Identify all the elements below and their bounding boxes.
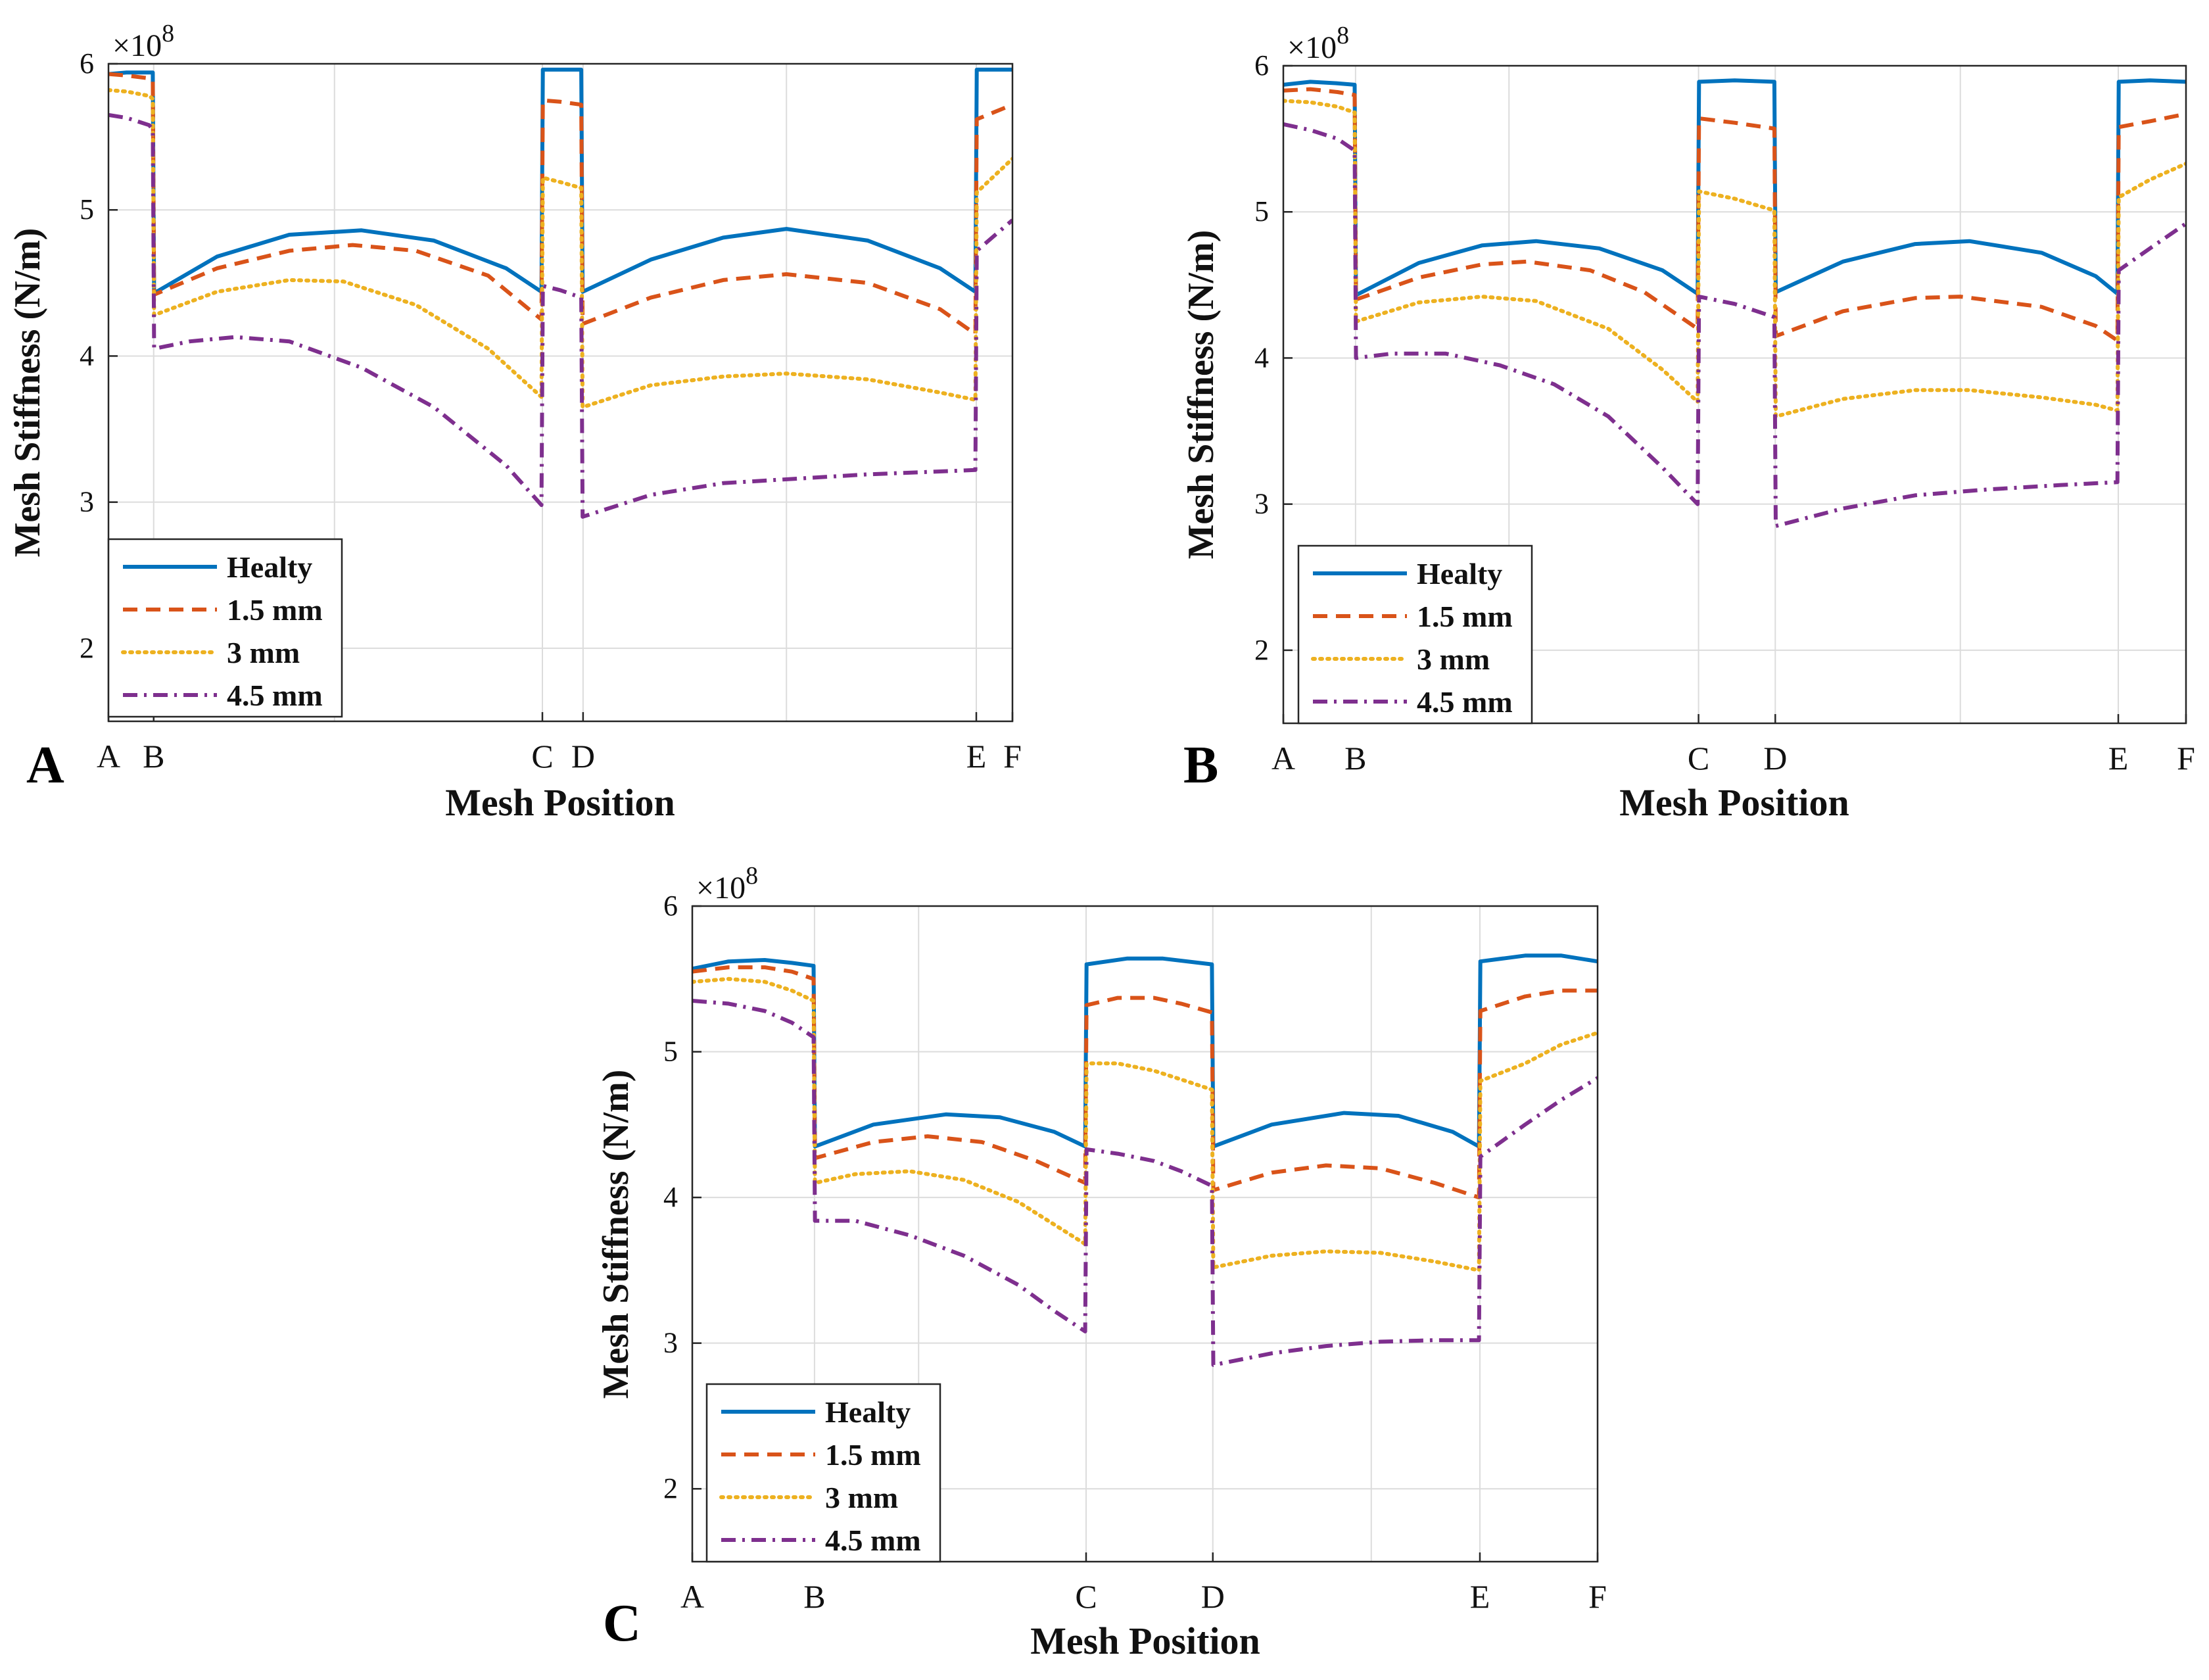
axes-box xyxy=(691,905,1599,1563)
y-tick-label: 5 xyxy=(80,193,94,226)
x-tick-label-b: B xyxy=(1344,740,1366,777)
x-tick-label-e: E xyxy=(2108,740,2129,777)
legend-label-3mm: 3 mm xyxy=(1417,642,1490,676)
y-axis-label: Mesh Stiffness (N/m) xyxy=(596,1070,636,1399)
legend-label-1-5mm: 1.5 mm xyxy=(227,593,323,627)
y-exponent-label: ×108 xyxy=(696,862,758,905)
series-line-1-5mm xyxy=(692,965,1598,1200)
panel-label-b: B xyxy=(1183,736,1218,794)
y-tick-label: 4 xyxy=(80,339,94,372)
legend-label-4-5mm: 4.5 mm xyxy=(1417,685,1513,719)
series-line-3mm xyxy=(692,976,1598,1272)
panel-label-a: A xyxy=(26,736,64,794)
series-group xyxy=(108,67,1012,519)
legend-label-4-5mm: 4.5 mm xyxy=(825,1524,921,1557)
legend-label-4-5mm: 4.5 mm xyxy=(227,679,323,712)
x-tick-label-f: F xyxy=(1588,1578,1607,1615)
series-line-4-5mm xyxy=(108,112,1012,519)
y-tick-label: 6 xyxy=(80,47,94,80)
x-tick-label-d: D xyxy=(1763,740,1787,777)
y-exponent-label: ×108 xyxy=(1287,22,1349,65)
y-tick-label: 3 xyxy=(1254,488,1269,520)
legend-label-healthy: Healty xyxy=(1417,557,1502,590)
x-tick-label-c: C xyxy=(1688,740,1709,777)
y-exponent-power: 8 xyxy=(746,862,758,890)
legend-label-healthy: Healty xyxy=(227,550,312,584)
chart-panel-c: 2 3 4 5 6 A B C D E F ×108 Mesh Stiffness (N/m) Mesh … xyxy=(596,862,1607,1662)
y-tick-label: 5 xyxy=(1254,195,1269,228)
legend-label-3mm: 3 mm xyxy=(825,1481,898,1514)
x-tick-label-d: D xyxy=(571,738,595,775)
x-tick-label-e: E xyxy=(966,738,987,775)
y-tick-label: 6 xyxy=(663,890,678,922)
x-tick-label-b: B xyxy=(143,738,164,775)
series-line-4-5mm xyxy=(1283,122,2186,528)
y-axis-label: Mesh Stiffness (N/m) xyxy=(1181,230,1222,560)
x-tick-label-f: F xyxy=(1003,738,1022,775)
y-tick-label: 2 xyxy=(1254,634,1269,666)
y-exponent-label: ×108 xyxy=(112,20,174,63)
x-axis-label: Mesh Position xyxy=(1619,781,1849,824)
legend-label-3mm: 3 mm xyxy=(227,636,300,669)
y-axis-label: Mesh Stiffness (N/m) xyxy=(7,228,48,558)
series-line-4-5mm xyxy=(692,999,1598,1367)
y-exponent-power: 8 xyxy=(1337,22,1349,49)
x-tick-label-c: C xyxy=(531,738,553,775)
x-tick-label-a: A xyxy=(680,1578,704,1615)
x-axis-label: Mesh Position xyxy=(445,781,675,824)
x-tick-label-b: B xyxy=(803,1578,825,1615)
axes-box xyxy=(107,62,1014,723)
y-tick-label: 3 xyxy=(80,486,94,518)
y-tick-label: 6 xyxy=(1254,49,1269,82)
y-exponent-power: 8 xyxy=(162,20,174,47)
x-tick-label-f: F xyxy=(2177,740,2195,777)
y-tick-label: 4 xyxy=(663,1181,678,1213)
x-axis-label: Mesh Position xyxy=(1030,1620,1260,1662)
x-tick-label-c: C xyxy=(1075,1578,1097,1615)
x-tick-label-d: D xyxy=(1201,1578,1225,1615)
legend-label-1-5mm: 1.5 mm xyxy=(825,1438,921,1472)
legend: Healty 1.5 mm 3 mm 4.5 mm xyxy=(107,538,343,718)
series-group xyxy=(692,953,1598,1367)
axes-box xyxy=(1282,64,2187,725)
series-group xyxy=(1283,78,2186,528)
y-tick-label: 3 xyxy=(663,1327,678,1359)
legend: Healty 1.5 mm 3 mm 4.5 mm xyxy=(1297,544,1533,725)
panel-label-c: C xyxy=(603,1595,641,1652)
legend-label-healthy: Healty xyxy=(825,1395,911,1429)
chart-panel-b: 2 3 4 5 6 A B C D E F ×108 Mesh Stiffness (N/m) Mesh … xyxy=(1181,22,2195,824)
y-tick-label: 2 xyxy=(663,1472,678,1504)
legend: Healty 1.5 mm 3 mm 4.5 mm xyxy=(705,1383,941,1563)
legend-label-1-5mm: 1.5 mm xyxy=(1417,600,1513,633)
series-line-1-5mm xyxy=(108,72,1012,337)
x-tick-label-e: E xyxy=(1470,1578,1490,1615)
y-tick-label: 4 xyxy=(1254,341,1269,373)
y-tick-label: 2 xyxy=(80,632,94,664)
x-tick-label-a: A xyxy=(97,738,120,775)
y-tick-label: 5 xyxy=(663,1036,678,1068)
x-tick-label-a: A xyxy=(1271,740,1295,777)
